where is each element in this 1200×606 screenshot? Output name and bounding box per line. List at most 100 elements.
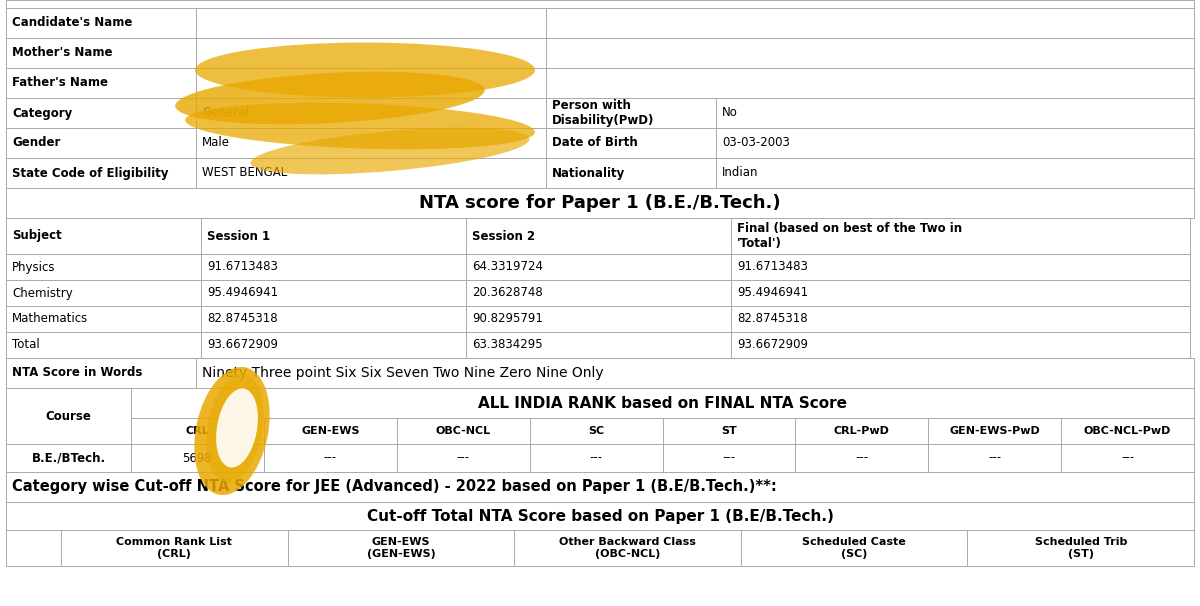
FancyBboxPatch shape [6,444,131,472]
Text: 91.6713483: 91.6713483 [208,261,278,273]
FancyBboxPatch shape [131,444,264,472]
FancyBboxPatch shape [202,218,466,254]
FancyBboxPatch shape [6,332,202,358]
Text: NTA Score in Words: NTA Score in Words [12,367,143,379]
FancyBboxPatch shape [662,418,796,444]
FancyBboxPatch shape [196,8,546,38]
FancyBboxPatch shape [796,418,929,444]
Text: CRL-PwD: CRL-PwD [834,426,889,436]
FancyBboxPatch shape [288,530,515,566]
FancyBboxPatch shape [796,444,929,472]
FancyBboxPatch shape [202,332,466,358]
FancyBboxPatch shape [731,332,1190,358]
FancyBboxPatch shape [6,128,196,158]
Text: 03-03-2003: 03-03-2003 [722,136,790,150]
Ellipse shape [175,72,485,124]
Ellipse shape [194,367,270,495]
Text: Indian: Indian [722,167,758,179]
Text: Male: Male [202,136,230,150]
Text: Final (based on best of the Two in
'Total'): Final (based on best of the Two in 'Tota… [737,222,962,250]
FancyBboxPatch shape [466,218,731,254]
Text: OBC-NCL-PwD: OBC-NCL-PwD [1084,426,1171,436]
Ellipse shape [206,374,264,482]
Text: Father's Name: Father's Name [12,76,108,90]
FancyBboxPatch shape [466,332,731,358]
Text: WEST BENGAL: WEST BENGAL [202,167,287,179]
FancyBboxPatch shape [202,280,466,306]
Text: Cut-off Total NTA Score based on Paper 1 (B.E/B.Tech.): Cut-off Total NTA Score based on Paper 1… [366,508,834,524]
Text: Scheduled Trib
(ST): Scheduled Trib (ST) [1034,537,1127,559]
Text: 95.4946941: 95.4946941 [208,287,278,299]
Text: ---: --- [457,451,469,465]
FancyBboxPatch shape [515,530,740,566]
FancyBboxPatch shape [1061,418,1194,444]
Text: GEN-EWS: GEN-EWS [301,426,360,436]
FancyBboxPatch shape [529,444,662,472]
FancyBboxPatch shape [466,254,731,280]
FancyBboxPatch shape [6,502,1194,530]
FancyBboxPatch shape [546,98,716,128]
FancyBboxPatch shape [6,254,202,280]
FancyBboxPatch shape [6,98,196,128]
Text: ALL INDIA RANK based on FINAL NTA Score: ALL INDIA RANK based on FINAL NTA Score [478,396,847,410]
FancyBboxPatch shape [6,8,196,38]
FancyBboxPatch shape [6,472,1194,502]
FancyBboxPatch shape [716,98,1194,128]
Text: 90.8295791: 90.8295791 [472,313,542,325]
FancyBboxPatch shape [6,530,61,566]
FancyBboxPatch shape [546,128,716,158]
Text: ---: --- [856,451,869,465]
FancyBboxPatch shape [731,254,1190,280]
Ellipse shape [185,102,535,149]
Text: Date of Birth: Date of Birth [552,136,637,150]
Text: 93.6672909: 93.6672909 [208,339,278,351]
Text: Physics: Physics [12,261,55,273]
Text: Course: Course [46,410,91,422]
Text: 63.3834295: 63.3834295 [472,339,542,351]
Text: Session 2: Session 2 [472,230,535,242]
FancyBboxPatch shape [731,306,1190,332]
FancyBboxPatch shape [6,188,1194,218]
Text: State Code of Eligibility: State Code of Eligibility [12,167,168,179]
Text: OBC-NCL: OBC-NCL [436,426,491,436]
Text: Mathematics: Mathematics [12,313,89,325]
Text: Chemistry: Chemistry [12,287,73,299]
FancyBboxPatch shape [929,418,1061,444]
FancyBboxPatch shape [264,444,397,472]
Text: Person with
Disability(PwD): Person with Disability(PwD) [552,99,654,127]
FancyBboxPatch shape [131,388,1194,418]
FancyBboxPatch shape [6,68,196,98]
Text: Total: Total [12,339,40,351]
FancyBboxPatch shape [731,218,1190,254]
Text: ---: --- [1121,451,1134,465]
Text: GEN-EWS
(GEN-EWS): GEN-EWS (GEN-EWS) [366,537,436,559]
FancyBboxPatch shape [740,530,967,566]
FancyBboxPatch shape [546,8,1194,38]
FancyBboxPatch shape [967,530,1194,566]
Text: General: General [202,107,248,119]
FancyBboxPatch shape [546,68,1194,98]
Text: 5698: 5698 [182,451,212,465]
Text: GEN-EWS-PwD: GEN-EWS-PwD [949,426,1040,436]
FancyBboxPatch shape [6,218,202,254]
Text: ---: --- [722,451,736,465]
Text: 82.8745318: 82.8745318 [737,313,808,325]
FancyBboxPatch shape [6,0,1194,8]
Ellipse shape [194,42,535,98]
Text: 95.4946941: 95.4946941 [737,287,808,299]
FancyBboxPatch shape [546,38,1194,68]
FancyBboxPatch shape [662,444,796,472]
Text: Ninety Three point Six Six Seven Two Nine Zero Nine Only: Ninety Three point Six Six Seven Two Nin… [202,366,604,380]
FancyBboxPatch shape [6,306,202,332]
FancyBboxPatch shape [196,68,546,98]
FancyBboxPatch shape [6,358,196,388]
Text: Gender: Gender [12,136,60,150]
Text: ---: --- [324,451,337,465]
Text: CRL: CRL [186,426,209,436]
Text: ---: --- [988,451,1001,465]
FancyBboxPatch shape [6,388,131,444]
FancyBboxPatch shape [929,444,1061,472]
FancyBboxPatch shape [397,444,529,472]
Text: No: No [722,107,738,119]
FancyBboxPatch shape [466,306,731,332]
